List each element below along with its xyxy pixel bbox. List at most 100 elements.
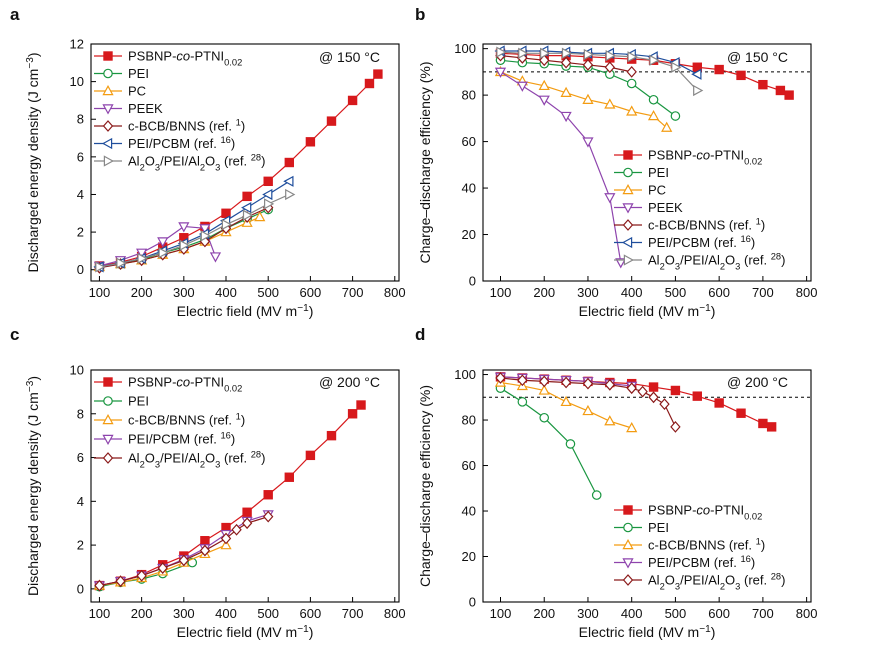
data-point	[264, 198, 275, 210]
y-axis-label: Discharged energy density (J cm−3)	[25, 52, 42, 272]
legend-marker	[621, 236, 633, 249]
legend-marker	[103, 68, 113, 79]
data-point	[604, 415, 616, 426]
data-point	[784, 90, 794, 100]
data-point	[692, 391, 702, 401]
data-point	[136, 248, 148, 259]
y-tick-label: 8	[77, 406, 84, 421]
data-point	[670, 420, 681, 433]
data-point	[670, 111, 681, 121]
legend-label: PC	[128, 84, 146, 99]
x-tick-label: 100	[89, 285, 111, 300]
series-line	[99, 180, 290, 268]
data-point	[305, 137, 316, 147]
data-point	[263, 176, 273, 187]
legend-marker	[622, 538, 634, 550]
data-point	[560, 376, 572, 389]
data-point	[736, 408, 746, 418]
y-tick-label: 100	[454, 41, 476, 56]
data-point	[364, 78, 375, 89]
legend-label: PEI/PCBM (ref. 16)	[128, 431, 235, 447]
panel-b: 100 200 300 400 500 600 700 800 0 20 40 60 80 100 Elec…	[415, 5, 817, 319]
y-tick-label: 4	[77, 187, 84, 202]
legend-label: PEEK	[648, 200, 683, 215]
legend-label: c-BCB/BNNS (ref. 1)	[128, 118, 245, 134]
legend-marker	[103, 396, 113, 406]
y-tick-label: 80	[462, 88, 476, 103]
legend-label: PSBNP-co-PTNI0.02	[128, 375, 242, 394]
plot-frame	[482, 43, 812, 282]
y-tick-label: 8	[77, 112, 84, 127]
data-point	[157, 237, 169, 248]
y-tick-label: 100	[454, 367, 476, 382]
panel-label: c	[10, 325, 19, 344]
x-tick-label: 700	[752, 285, 774, 300]
series-line	[99, 513, 269, 587]
x-tick-label: 300	[173, 606, 195, 621]
data-point	[283, 175, 294, 187]
legend-marker	[622, 558, 634, 569]
legend-marker	[102, 434, 114, 446]
data-point	[538, 79, 550, 91]
legend-label: Al2O3/PEI/Al2O3 (ref. 28)	[128, 153, 265, 173]
data-point	[347, 409, 358, 419]
data-point	[199, 544, 211, 557]
y-tick-label: 60	[462, 458, 476, 473]
data-point	[231, 523, 242, 536]
y-tick-label: 2	[77, 225, 84, 240]
data-point	[136, 569, 147, 582]
legend-marker	[622, 219, 634, 231]
data-point	[373, 69, 383, 79]
legend-marker	[101, 137, 113, 150]
y-tick-label: 6	[77, 149, 84, 164]
series	[495, 383, 602, 500]
x-tick-label: 400	[215, 285, 237, 300]
legend-label: c-BCB/BNNS (ref. 1)	[648, 217, 765, 233]
series	[95, 188, 296, 273]
series-line	[500, 71, 622, 263]
series	[495, 372, 681, 433]
y-tick-label: 60	[462, 134, 476, 149]
plot-frame	[482, 369, 812, 603]
data-point	[284, 157, 295, 168]
legend-label: PSBNP-co-PTNI0.02	[648, 503, 762, 522]
data-point	[671, 61, 682, 73]
y-tick-label: 10	[70, 363, 84, 378]
data-point	[775, 85, 786, 96]
legend-label: PEI	[128, 66, 149, 81]
data-point	[242, 209, 254, 221]
data-point	[758, 418, 768, 429]
series	[94, 69, 383, 271]
data-point	[693, 84, 704, 97]
panel-c: 100 200 300 400 500 600 700 800 0 2 4 6 8 10 Electric …	[10, 325, 406, 640]
x-axis-label: Electric field (MV m−1)	[579, 624, 716, 641]
x-tick-label: 500	[257, 285, 279, 300]
x-tick-label: 300	[577, 285, 599, 300]
data-point	[200, 536, 210, 546]
legend-marker	[623, 522, 633, 533]
y-tick-label: 0	[77, 581, 84, 596]
x-tick-label: 100	[490, 285, 512, 300]
legend-label: PEI	[128, 394, 149, 409]
data-point	[626, 78, 637, 89]
data-point	[714, 398, 724, 408]
data-point	[661, 121, 673, 132]
data-point	[116, 257, 127, 269]
data-point	[538, 95, 550, 106]
series	[94, 510, 274, 592]
data-point	[220, 532, 232, 545]
data-point	[582, 377, 594, 390]
legend-marker	[102, 120, 114, 132]
data-point	[539, 412, 550, 423]
data-point	[560, 86, 572, 97]
data-point	[254, 210, 266, 222]
x-tick-label: 300	[577, 606, 599, 621]
data-point	[95, 261, 106, 273]
y-tick-label: 80	[462, 413, 476, 428]
data-point	[284, 472, 295, 482]
y-tick-label: 4	[77, 494, 84, 509]
y-tick-label: 12	[70, 37, 84, 52]
data-point	[356, 400, 366, 410]
x-tick-label: 200	[533, 285, 555, 300]
